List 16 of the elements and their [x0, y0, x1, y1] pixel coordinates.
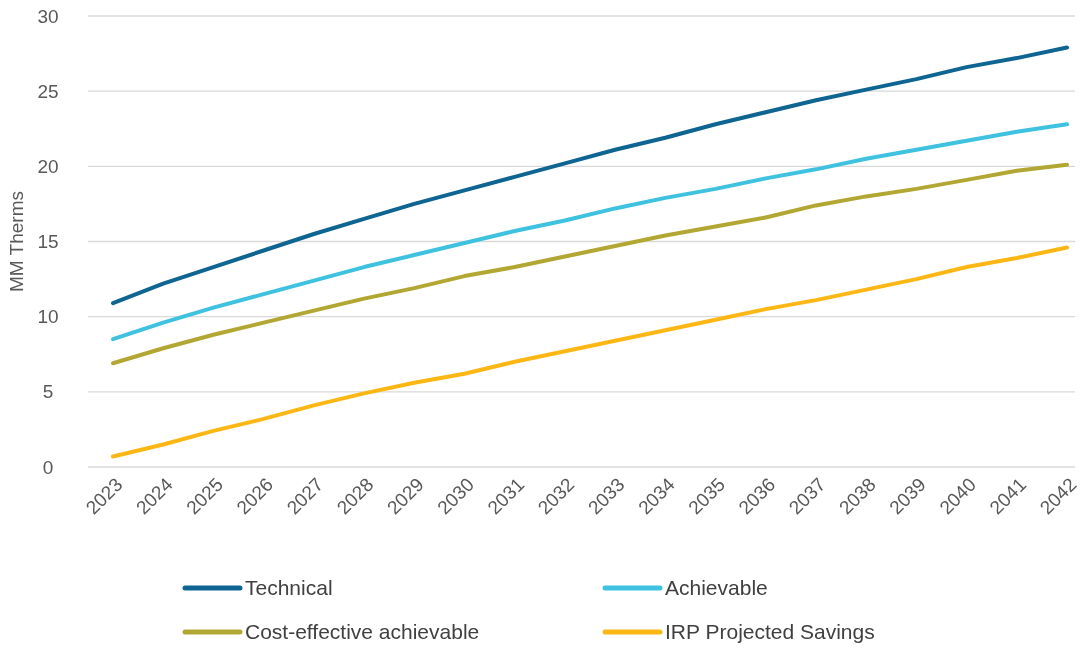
y-tick-label: 25 — [37, 80, 59, 102]
y-tick-label: 5 — [42, 381, 54, 403]
legend-label: Cost-effective achievable — [245, 620, 480, 644]
y-tick-label: 20 — [37, 155, 59, 177]
line-series — [111, 162, 1069, 366]
legend-label: IRP Projected Savings — [665, 620, 875, 644]
line-series — [111, 45, 1069, 306]
legend-label: Achievable — [665, 576, 768, 600]
legend-label: Technical — [245, 576, 333, 600]
y-tick-label: 10 — [37, 306, 59, 328]
y-axis-title: MM Therms — [5, 191, 27, 292]
y-tick-label: 15 — [37, 231, 59, 253]
y-tick-label: 0 — [42, 456, 54, 478]
line-series — [111, 245, 1069, 459]
y-tick-label: 30 — [37, 5, 59, 27]
line-series — [111, 122, 1069, 342]
